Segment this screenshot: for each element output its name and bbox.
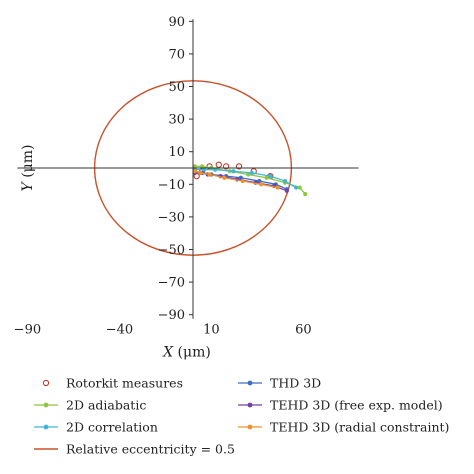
x-tick-label: 10 xyxy=(203,323,220,338)
x-tick-label: 60 xyxy=(295,323,312,338)
data-point xyxy=(284,188,289,193)
data-point xyxy=(200,164,205,169)
legend-label: 2D adiabatic xyxy=(66,398,146,413)
legend-label: TEHD 3D (free exp. model) xyxy=(270,398,443,413)
legend-marker xyxy=(43,402,49,408)
legend-label: 2D correlation xyxy=(66,420,158,435)
data-point xyxy=(192,164,197,169)
legend-label: THD 3D xyxy=(270,376,321,391)
legend-label: Rotorkit measures xyxy=(66,376,183,391)
data-point xyxy=(201,167,207,172)
data-point xyxy=(240,178,245,184)
data-point xyxy=(215,161,222,168)
data-point xyxy=(198,170,203,175)
data-point xyxy=(231,169,236,174)
legend: Rotorkit measures THD 3D 2D adiabatic TEHD … xyxy=(34,376,449,457)
y-axis-label: Y (μm) xyxy=(20,145,36,192)
x-tick-label: −90 xyxy=(14,323,41,338)
data-point xyxy=(303,191,308,197)
data-point xyxy=(238,175,243,180)
data-point xyxy=(268,174,273,179)
data-point xyxy=(249,170,254,175)
data-point xyxy=(275,185,280,190)
data-point xyxy=(293,185,299,190)
legend-entry: 2D adiabatic xyxy=(34,398,146,413)
x-tick-label: −40 xyxy=(106,323,133,338)
axis-labels: X (μm) Y (μm) xyxy=(20,145,211,361)
x-axis-label: X (μm) xyxy=(162,345,211,361)
legend-marker xyxy=(247,402,253,408)
data-point xyxy=(212,167,218,172)
legend-label: TEHD 3D (radial constraint) xyxy=(270,420,449,435)
legend-entry: TEHD 3D (radial constraint) xyxy=(238,420,449,435)
axes xyxy=(17,19,359,319)
data-point xyxy=(258,182,264,187)
data-point xyxy=(246,172,251,177)
data-point xyxy=(282,178,288,184)
series-2d-correlation xyxy=(192,167,299,190)
series-tehd-3d-radial-constraint- xyxy=(192,169,280,190)
legend-entry: Relative eccentricity = 0.5 xyxy=(34,442,235,457)
legend-label: Relative eccentricity = 0.5 xyxy=(66,442,235,457)
data-point xyxy=(257,178,262,184)
series-line xyxy=(194,170,278,189)
data-point xyxy=(207,172,212,177)
data-point xyxy=(192,169,197,174)
legend-marker xyxy=(247,424,253,430)
y-tick-label: −10 xyxy=(158,178,185,193)
legend-entry: TEHD 3D (free exp. model) xyxy=(238,398,443,413)
data-point xyxy=(297,185,302,190)
legend-entry: Rotorkit measures xyxy=(42,376,183,391)
y-tick-label: 90 xyxy=(168,15,185,30)
legend-marker xyxy=(42,379,50,387)
y-tick-label: −90 xyxy=(158,308,185,323)
data-point xyxy=(264,175,269,180)
y-tick-label: 10 xyxy=(168,145,185,160)
legend-entry: THD 3D xyxy=(238,376,321,391)
legend-marker xyxy=(247,380,253,386)
y-tick-label: −70 xyxy=(158,276,185,291)
tick-labels: 90 70 50 30 10 −10 −30 −50 −70 −90 −90 −40 10 60 xyxy=(14,15,312,338)
y-tick-label: −50 xyxy=(158,243,185,258)
data-point xyxy=(222,175,227,180)
y-tick-label: 30 xyxy=(168,113,185,128)
y-tick-label: 70 xyxy=(168,47,185,62)
legend-entry: 2D correlation xyxy=(34,420,158,435)
y-tick-label: −30 xyxy=(158,210,185,225)
legend-marker xyxy=(43,424,49,430)
y-tick-label: 50 xyxy=(168,80,185,95)
